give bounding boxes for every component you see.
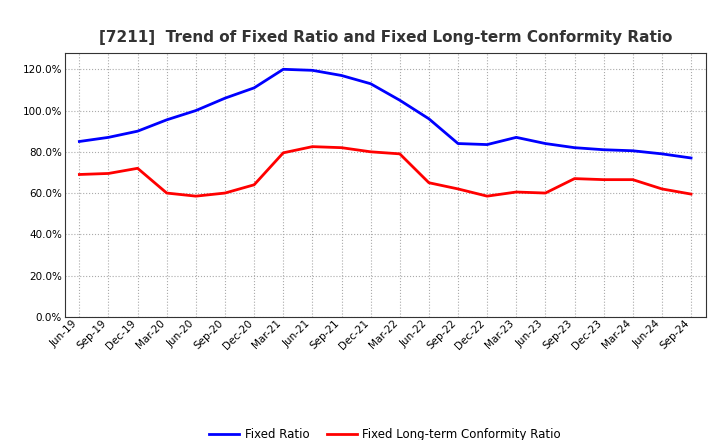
Fixed Ratio bbox=[483, 142, 492, 147]
Line: Fixed Long-term Conformity Ratio: Fixed Long-term Conformity Ratio bbox=[79, 147, 691, 196]
Fixed Ratio bbox=[133, 128, 142, 134]
Fixed Long-term Conformity Ratio bbox=[220, 191, 229, 196]
Fixed Ratio bbox=[104, 135, 113, 140]
Fixed Ratio bbox=[512, 135, 521, 140]
Fixed Long-term Conformity Ratio bbox=[657, 186, 666, 191]
Fixed Long-term Conformity Ratio bbox=[337, 145, 346, 150]
Fixed Long-term Conformity Ratio bbox=[163, 191, 171, 196]
Fixed Ratio bbox=[75, 139, 84, 144]
Fixed Long-term Conformity Ratio bbox=[541, 191, 550, 196]
Fixed Long-term Conformity Ratio bbox=[104, 171, 113, 176]
Fixed Long-term Conformity Ratio bbox=[75, 172, 84, 177]
Fixed Long-term Conformity Ratio bbox=[308, 144, 317, 149]
Fixed Long-term Conformity Ratio bbox=[570, 176, 579, 181]
Fixed Ratio bbox=[629, 148, 637, 154]
Fixed Ratio bbox=[395, 98, 404, 103]
Legend: Fixed Ratio, Fixed Long-term Conformity Ratio: Fixed Ratio, Fixed Long-term Conformity … bbox=[204, 423, 566, 440]
Fixed Ratio bbox=[657, 151, 666, 157]
Fixed Ratio bbox=[570, 145, 579, 150]
Fixed Ratio bbox=[192, 108, 200, 113]
Fixed Ratio bbox=[425, 116, 433, 121]
Fixed Ratio bbox=[337, 73, 346, 78]
Fixed Long-term Conformity Ratio bbox=[279, 150, 287, 155]
Fixed Long-term Conformity Ratio bbox=[629, 177, 637, 182]
Title: [7211]  Trend of Fixed Ratio and Fixed Long-term Conformity Ratio: [7211] Trend of Fixed Ratio and Fixed Lo… bbox=[99, 29, 672, 45]
Fixed Long-term Conformity Ratio bbox=[133, 165, 142, 171]
Fixed Long-term Conformity Ratio bbox=[366, 149, 375, 154]
Fixed Long-term Conformity Ratio bbox=[483, 194, 492, 199]
Fixed Long-term Conformity Ratio bbox=[599, 177, 608, 182]
Fixed Ratio bbox=[279, 66, 287, 72]
Fixed Long-term Conformity Ratio bbox=[395, 151, 404, 157]
Fixed Ratio bbox=[250, 85, 258, 91]
Fixed Long-term Conformity Ratio bbox=[687, 191, 696, 197]
Fixed Long-term Conformity Ratio bbox=[512, 189, 521, 194]
Fixed Ratio bbox=[687, 155, 696, 161]
Line: Fixed Ratio: Fixed Ratio bbox=[79, 69, 691, 158]
Fixed Long-term Conformity Ratio bbox=[425, 180, 433, 185]
Fixed Long-term Conformity Ratio bbox=[192, 194, 200, 199]
Fixed Ratio bbox=[308, 68, 317, 73]
Fixed Ratio bbox=[163, 117, 171, 122]
Fixed Ratio bbox=[599, 147, 608, 152]
Fixed Ratio bbox=[220, 95, 229, 101]
Fixed Long-term Conformity Ratio bbox=[454, 186, 462, 191]
Fixed Ratio bbox=[366, 81, 375, 86]
Fixed Long-term Conformity Ratio bbox=[250, 182, 258, 187]
Fixed Ratio bbox=[541, 141, 550, 146]
Fixed Ratio bbox=[454, 141, 462, 146]
